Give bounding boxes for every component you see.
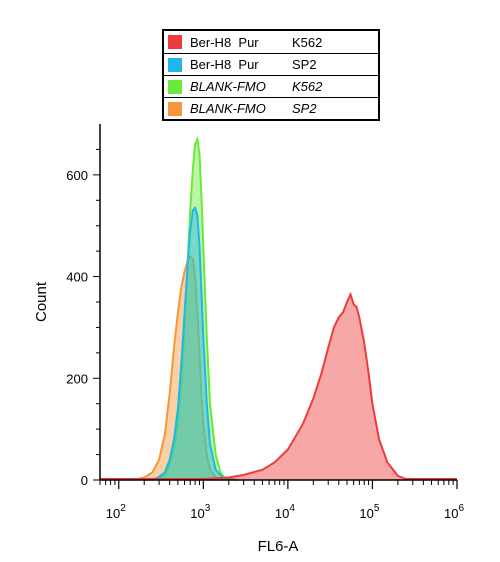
x-tick-exponent: 4 bbox=[289, 503, 295, 514]
legend-series-name: BLANK-FMO bbox=[190, 79, 266, 94]
series-area bbox=[144, 207, 237, 480]
x-tick-exponent: 2 bbox=[120, 503, 126, 514]
x-tick-base: 10 bbox=[359, 506, 373, 521]
x-tick-base: 10 bbox=[444, 506, 458, 521]
legend-swatch bbox=[168, 101, 182, 116]
legend-series-name: Ber-H8 Pur bbox=[190, 34, 259, 50]
series-layer bbox=[100, 135, 457, 481]
series-line bbox=[144, 205, 238, 481]
legend-entry: BLANK-FMO K562 bbox=[164, 75, 378, 97]
x-tick-exponent: 5 bbox=[374, 503, 380, 514]
legend-swatch bbox=[168, 35, 182, 49]
legend-sample-name: K562 bbox=[292, 79, 323, 94]
series-area bbox=[156, 139, 229, 481]
legend-series-name: Ber-H8 Pur bbox=[190, 57, 259, 72]
series-area bbox=[133, 256, 221, 480]
y-tick-label: 0 bbox=[81, 473, 88, 488]
legend-swatch bbox=[168, 79, 182, 94]
x-tick-label: 104 bbox=[275, 503, 295, 521]
legend-swatch bbox=[168, 57, 182, 72]
y-tick-label: 200 bbox=[66, 371, 88, 386]
y-tick-label: 600 bbox=[66, 168, 88, 183]
x-tick-exponent: 3 bbox=[205, 503, 211, 514]
x-tick-base: 10 bbox=[275, 506, 289, 521]
x-axis-label: FL6-A bbox=[258, 538, 299, 555]
x-tick-label: 105 bbox=[359, 503, 379, 521]
x-tick-exponent: 6 bbox=[458, 503, 464, 514]
legend-sample-name: SP2 bbox=[292, 57, 317, 72]
legend-entry: Ber-H8 Pur K562 bbox=[164, 31, 378, 53]
y-tick-label: 400 bbox=[66, 270, 88, 285]
x-tick-label: 102 bbox=[106, 503, 126, 521]
series-area bbox=[100, 294, 457, 480]
x-tick-label: 106 bbox=[444, 503, 464, 521]
legend-entry: BLANK-FMO SP2 bbox=[164, 97, 378, 119]
x-tick-base: 10 bbox=[190, 506, 204, 521]
x-tick-label: 103 bbox=[190, 503, 210, 521]
legend-sample-name: K562 bbox=[292, 34, 323, 50]
legend-sample-name: SP2 bbox=[292, 101, 317, 116]
y-axis-label: Count bbox=[33, 281, 50, 322]
x-tick-base: 10 bbox=[106, 506, 120, 521]
legend-series-name: BLANK-FMO bbox=[190, 101, 266, 116]
legend-entry: Ber-H8 Pur SP2 bbox=[164, 53, 378, 75]
legend: Ber-H8 Pur K562 Ber-H8 Pur SP2 BLANK-FMO… bbox=[162, 29, 380, 121]
series-line bbox=[156, 135, 230, 481]
series-line bbox=[100, 291, 457, 480]
